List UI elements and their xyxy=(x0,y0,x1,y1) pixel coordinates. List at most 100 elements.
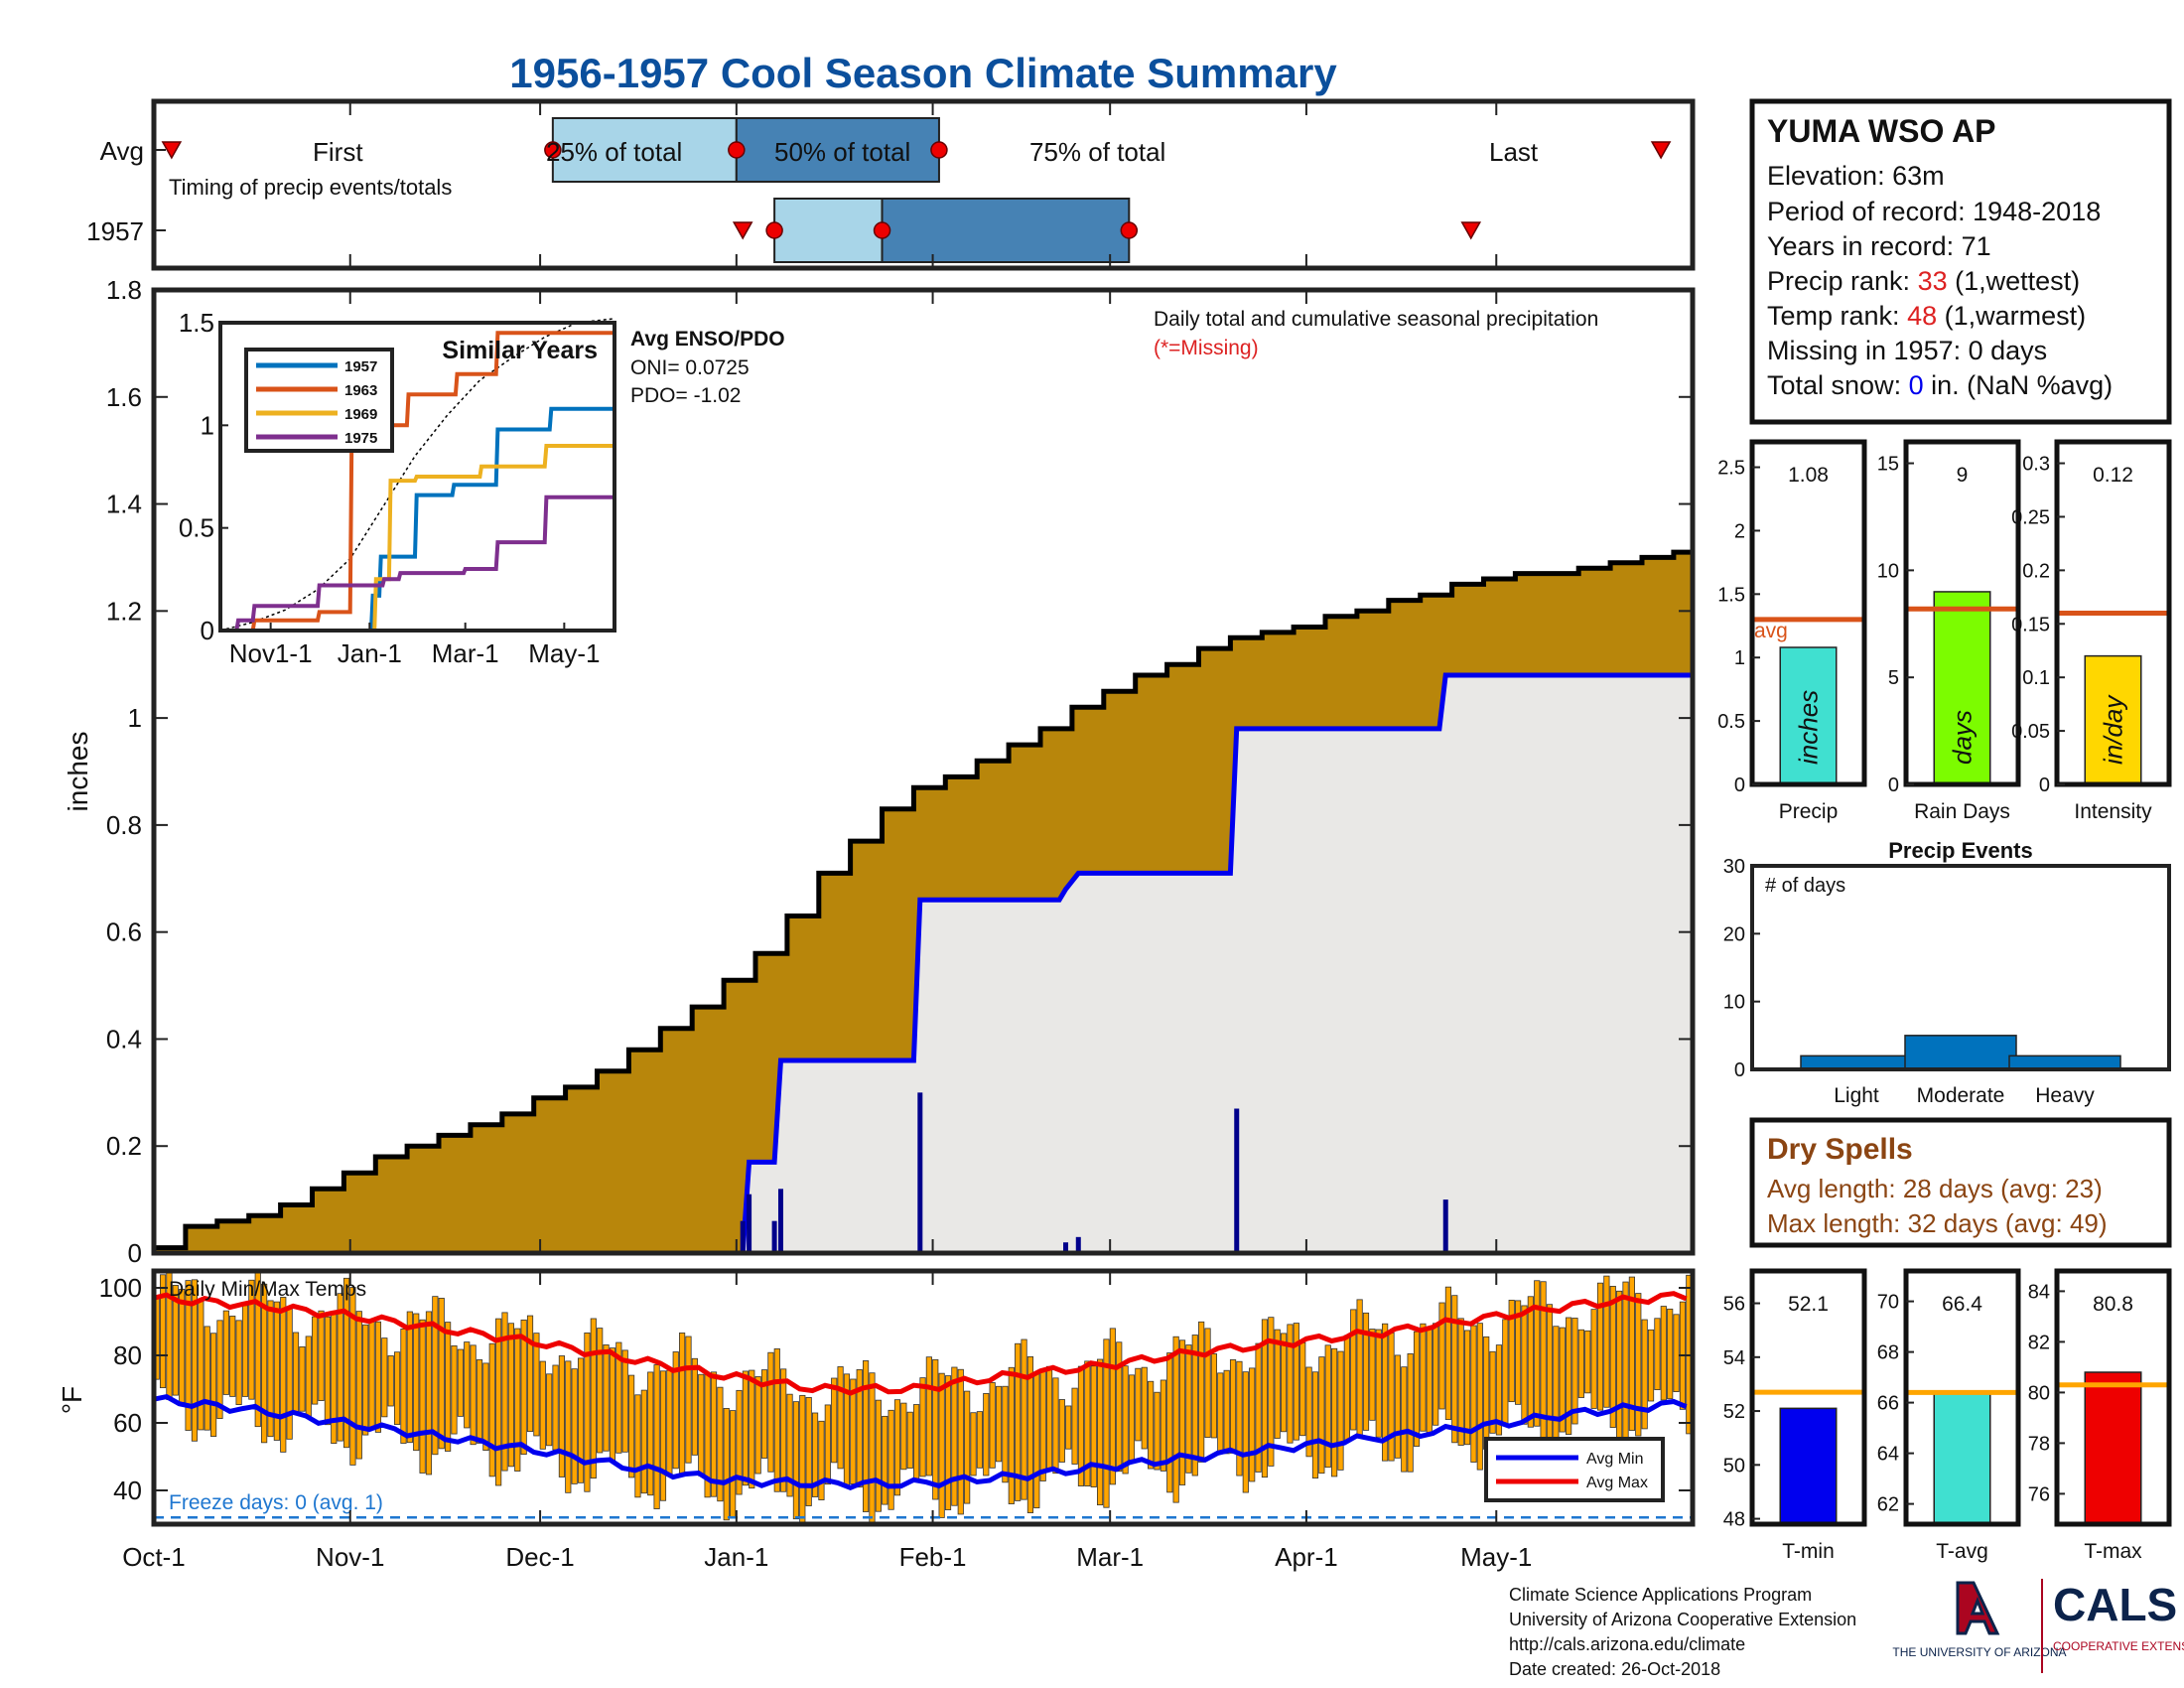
daily-temp-bar xyxy=(913,1404,920,1481)
daily-temp-bar xyxy=(406,1311,413,1444)
daily-temp-bar xyxy=(1596,1282,1604,1411)
daily-temp-bar xyxy=(615,1341,622,1454)
daily-temp-bar xyxy=(457,1348,464,1417)
daily-temp-bar xyxy=(824,1404,831,1485)
daily-temp-bar xyxy=(1660,1306,1667,1401)
daily-temp-bar xyxy=(1559,1327,1566,1433)
precip-events-chart: Precip Events Light Moderate Heavy 0 10 20 30… xyxy=(1723,838,2171,1107)
daily-temp-bar xyxy=(584,1333,591,1492)
daily-temp-bar xyxy=(1483,1336,1490,1450)
daily-temp-bar xyxy=(1590,1309,1597,1409)
dry-spells-avg: Avg length: 28 days (avg: 23) xyxy=(1767,1174,2103,1203)
mini-precip-intensity-ytick-label: 0.1 xyxy=(2022,667,2050,689)
inset-series-1975 xyxy=(220,494,614,633)
daily-temp-bar xyxy=(1229,1359,1237,1454)
daily-temp-bar xyxy=(754,1376,761,1475)
mini-precip-intensity-bar-text: in/day xyxy=(2099,694,2128,765)
daily-temp-bar xyxy=(749,1369,755,1489)
daily-temp-bar xyxy=(400,1329,407,1444)
daily-temp-bar xyxy=(1268,1317,1275,1467)
pdo-value: PDO= -1.02 xyxy=(630,384,741,407)
mini-precip-intensity-xlabel: Intensity xyxy=(2074,800,2152,823)
daily-temp-bar xyxy=(1280,1333,1288,1433)
daily-temp-bar xyxy=(229,1316,236,1397)
mini-temp-tmax-value-label: 80.8 xyxy=(2093,1293,2133,1316)
daily-temp-bar xyxy=(1603,1275,1610,1408)
daily-temp-bar xyxy=(983,1393,990,1477)
temperature-chart: 40 60 80 100 Daily Min/Max Temps °F Freeze … xyxy=(57,1268,1696,1527)
mini-temp-tmax-ytick-label: 80 xyxy=(2028,1382,2050,1404)
timing-caption: Timing of precip events/totals xyxy=(169,175,452,200)
daily-temp-bar xyxy=(172,1285,179,1396)
daily-temp-bar xyxy=(837,1366,844,1470)
daily-temp-bar xyxy=(1109,1328,1116,1485)
daily-temp-bar xyxy=(818,1420,825,1500)
daily-temp-bar xyxy=(1514,1300,1522,1405)
daily-temp-bar xyxy=(691,1357,698,1456)
daily-temp-bar xyxy=(355,1311,362,1460)
legend-avg-max: Avg Max xyxy=(1586,1475,1648,1491)
mini-precip-precip-frame xyxy=(1749,439,1867,787)
daily-temp-bar xyxy=(349,1287,356,1466)
daily-temp-bar xyxy=(514,1328,521,1472)
mini-temp-tavg: 62 64 66 68 70 66.4 T-avg xyxy=(1877,1268,2021,1563)
daily-temp-bar xyxy=(1571,1318,1578,1425)
daily-temp-bar xyxy=(736,1389,743,1495)
main-ytick-label: 1.6 xyxy=(106,382,142,412)
cals-logo: CALS xyxy=(2053,1579,2177,1630)
daily-temp-bar xyxy=(1495,1344,1503,1436)
daily-temp-bar xyxy=(432,1296,439,1456)
daily-temp-bar xyxy=(1521,1305,1528,1425)
daily-temp-bar xyxy=(1287,1324,1294,1444)
daily-temp-bar xyxy=(280,1297,287,1453)
timing-avg-box-q1 xyxy=(551,117,738,183)
daily-temp-bar xyxy=(1527,1296,1534,1428)
mini-temp-tmax-ytick-label: 84 xyxy=(2028,1281,2050,1303)
daily-temp-bar xyxy=(863,1360,870,1512)
daily-temp-bar xyxy=(767,1351,774,1473)
inset-legend-label-1963: 1963 xyxy=(344,382,377,399)
daily-temp-bar xyxy=(1489,1350,1496,1434)
daily-temp-bar xyxy=(1667,1308,1674,1400)
dry-spells-box: Dry Spells Avg length: 28 days (avg: 23)… xyxy=(1749,1117,2172,1248)
daily-temp-bar xyxy=(653,1364,660,1509)
daily-temp-bar xyxy=(1502,1319,1509,1425)
legend-avg-min: Avg Min xyxy=(1586,1451,1644,1468)
daily-precip-bar xyxy=(1234,1108,1240,1253)
mini-temp-tavg-bar xyxy=(1933,1391,1991,1525)
daily-temp-bar xyxy=(1420,1323,1427,1432)
daily-temp-bar xyxy=(312,1316,319,1405)
daily-temp-bar xyxy=(1122,1365,1129,1475)
daily-temp-bar xyxy=(451,1344,458,1435)
mini-temp-tavg-ytick-label: 70 xyxy=(1877,1292,1899,1314)
inset-series-1969 xyxy=(220,444,614,633)
daily-temp-bar xyxy=(1223,1369,1230,1455)
daily-temp-bar xyxy=(875,1399,882,1512)
daily-temp-bar xyxy=(1172,1336,1179,1503)
daily-temp-bar xyxy=(286,1307,293,1440)
timing-avg-marker-p50 xyxy=(728,141,746,159)
daily-temp-bar xyxy=(1311,1371,1319,1478)
temp-ylabel: °F xyxy=(57,1386,87,1414)
ua-logo-text: THE UNIVERSITY OF ARIZONA xyxy=(1892,1645,2066,1659)
main-ytick-label: 1.4 xyxy=(106,490,142,519)
footer-line-3: http://cals.arizona.edu/climate xyxy=(1509,1634,1745,1654)
timing-1957-marker-p50 xyxy=(873,221,891,239)
timing-1957-marker-p25 xyxy=(765,221,783,239)
daily-temp-bar xyxy=(1002,1385,1009,1483)
mini-precip-raindays-value-label: 9 xyxy=(1957,464,1969,487)
temp-ytick-label: 80 xyxy=(113,1340,142,1370)
daily-temp-bar xyxy=(1553,1326,1560,1447)
daily-temp-bar xyxy=(869,1372,876,1526)
temp-title: Daily Min/Max Temps xyxy=(169,1278,366,1301)
daily-precip-bar xyxy=(771,1220,777,1253)
event-label-moderate: Moderate xyxy=(1917,1084,2005,1107)
daily-temp-bar xyxy=(1217,1372,1224,1455)
daily-temp-bar xyxy=(425,1311,433,1476)
daily-temp-bar xyxy=(893,1399,901,1496)
timing-avg-marker-first xyxy=(161,141,183,160)
mini-temp-panels: 48 50 52 54 56 52.1 T-min 62 64 66 68 70 66.4 T-avg 76… xyxy=(1723,1268,2172,1563)
daily-temp-bar xyxy=(811,1412,819,1497)
xtick-label: Feb-1 xyxy=(899,1542,967,1572)
